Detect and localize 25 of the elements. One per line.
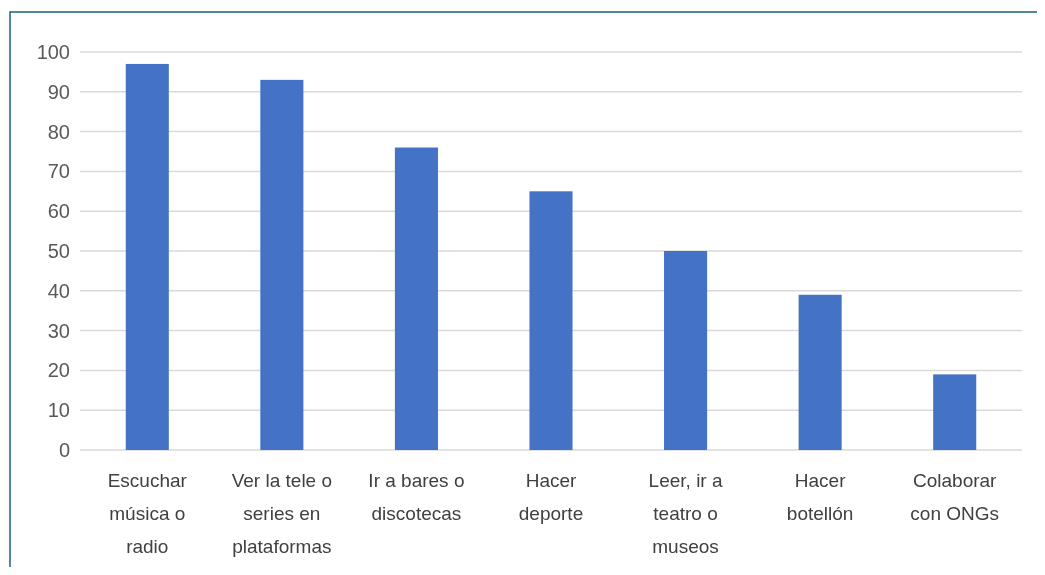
bar	[260, 79, 304, 450]
bar	[664, 251, 708, 450]
y-tick-label: 60	[47, 200, 70, 223]
x-tick-label: Hacer botellón	[786, 470, 854, 524]
y-tick-label: 100	[36, 41, 70, 63]
bar	[394, 147, 438, 450]
y-tick-label: 20	[47, 359, 70, 382]
x-tick-label: Hacer deporte	[518, 470, 584, 524]
x-tick-label: Escuchar música o radio	[107, 470, 188, 557]
y-tick-label: 50	[47, 240, 70, 262]
y-tick-label: 40	[47, 279, 70, 302]
bar	[798, 294, 842, 450]
y-tick-label: 30	[47, 319, 70, 342]
y-tick-label: 0	[58, 439, 70, 461]
bar	[529, 191, 573, 450]
bar	[933, 374, 977, 450]
bar	[125, 63, 169, 450]
x-tick-label: Ver la tele o series en plataformas	[231, 470, 333, 557]
y-tick-label: 90	[47, 80, 70, 103]
x-tick-label: Ir a bares o discotecas	[368, 470, 465, 524]
y-tick-label: 70	[47, 160, 70, 183]
y-tick-label: 80	[47, 120, 70, 143]
x-tick-label: Colaborar con ONGs	[910, 470, 1000, 524]
x-tick-label: Leer, ir a teatro o museos	[648, 470, 723, 557]
y-tick-label: 10	[47, 399, 70, 422]
